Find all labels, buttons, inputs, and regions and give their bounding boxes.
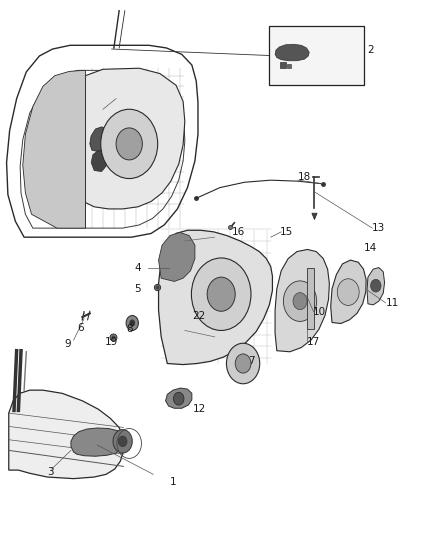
Text: 13: 13 bbox=[372, 223, 385, 233]
Polygon shape bbox=[90, 127, 110, 152]
Circle shape bbox=[283, 281, 317, 321]
Circle shape bbox=[116, 128, 142, 160]
Polygon shape bbox=[71, 428, 125, 456]
Text: 5: 5 bbox=[134, 284, 141, 294]
Circle shape bbox=[173, 392, 184, 405]
Polygon shape bbox=[159, 230, 272, 365]
Text: 17: 17 bbox=[307, 337, 320, 347]
Text: 1: 1 bbox=[170, 478, 177, 487]
Text: 14: 14 bbox=[364, 243, 377, 253]
Text: 3: 3 bbox=[47, 467, 54, 477]
Polygon shape bbox=[159, 232, 195, 281]
Polygon shape bbox=[91, 150, 107, 172]
Polygon shape bbox=[85, 68, 185, 228]
Text: 16: 16 bbox=[232, 227, 245, 237]
Circle shape bbox=[118, 436, 127, 447]
Polygon shape bbox=[9, 390, 124, 479]
Text: 10: 10 bbox=[313, 307, 326, 317]
Text: 2: 2 bbox=[367, 45, 374, 55]
Circle shape bbox=[371, 279, 381, 292]
Text: 8: 8 bbox=[126, 325, 133, 334]
Polygon shape bbox=[166, 388, 192, 408]
Circle shape bbox=[130, 320, 135, 326]
Circle shape bbox=[235, 354, 251, 373]
Text: 19: 19 bbox=[105, 337, 118, 347]
Text: 4: 4 bbox=[134, 263, 141, 272]
Text: 9: 9 bbox=[64, 339, 71, 349]
Text: 18: 18 bbox=[298, 172, 311, 182]
Text: 6: 6 bbox=[78, 323, 85, 333]
Text: 7: 7 bbox=[248, 357, 255, 366]
Polygon shape bbox=[367, 268, 385, 305]
Circle shape bbox=[337, 279, 359, 305]
Text: 15: 15 bbox=[280, 227, 293, 237]
Text: 11: 11 bbox=[385, 298, 399, 308]
Polygon shape bbox=[312, 213, 317, 220]
Text: 22: 22 bbox=[193, 311, 206, 320]
Circle shape bbox=[113, 430, 132, 453]
Circle shape bbox=[226, 343, 260, 384]
Polygon shape bbox=[275, 44, 309, 61]
Polygon shape bbox=[331, 260, 366, 324]
Polygon shape bbox=[275, 249, 329, 352]
Polygon shape bbox=[23, 70, 85, 228]
Bar bbox=[307, 268, 314, 329]
Circle shape bbox=[101, 109, 158, 179]
Circle shape bbox=[126, 316, 138, 330]
Text: 12: 12 bbox=[193, 405, 206, 414]
Circle shape bbox=[207, 277, 235, 311]
Circle shape bbox=[191, 258, 251, 330]
Circle shape bbox=[293, 293, 307, 310]
Bar bbox=[269, 26, 364, 85]
